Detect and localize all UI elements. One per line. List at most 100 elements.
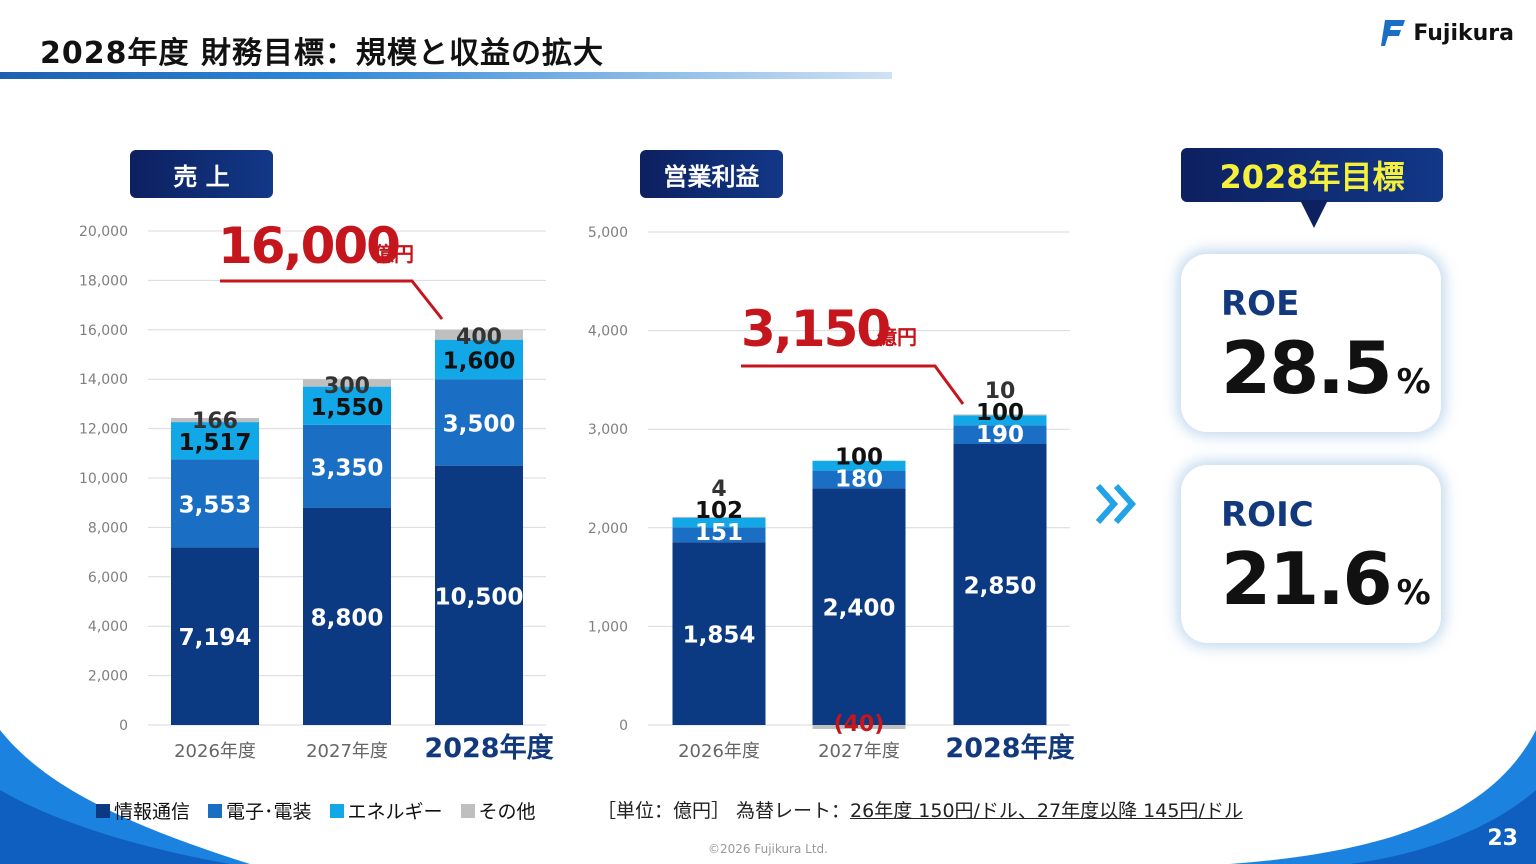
- double-chevron-right-icon: [1095, 484, 1137, 524]
- roic-label: ROIC: [1221, 495, 1314, 535]
- roe-label: ROE: [1221, 284, 1300, 324]
- page-number: 23: [1487, 826, 1518, 851]
- profit-panel-label: 営業利益: [640, 150, 783, 198]
- chart-legend: 情報通信 電子･電装 エネルギー その他: [96, 797, 536, 824]
- bar-segment: [812, 488, 906, 725]
- legend-label: 情報通信: [114, 801, 191, 823]
- legend-swatch: [460, 803, 475, 818]
- target-title-text: 2028年目標: [1219, 158, 1405, 196]
- data-label: 166: [192, 409, 238, 434]
- y-tick-label: 18,000: [79, 273, 128, 289]
- data-label: 300: [324, 374, 370, 399]
- data-label: 10,500: [435, 584, 524, 610]
- data-label: (40): [834, 712, 885, 737]
- bar-segment: [303, 507, 391, 725]
- profit-callout-line: [741, 364, 965, 405]
- y-tick-label: 0: [619, 718, 628, 734]
- legend-item: その他: [460, 797, 536, 824]
- data-label: 190: [976, 422, 1024, 448]
- data-label: 10: [985, 379, 1016, 404]
- bar-segment: [672, 517, 766, 528]
- data-label: 7,194: [179, 625, 252, 651]
- bar-segment: [812, 460, 906, 471]
- bar-segment: [953, 443, 1047, 725]
- y-tick-label: 2,000: [588, 521, 628, 537]
- bar-segment: [953, 414, 1047, 416]
- profit-highlight-unit: 億円: [877, 325, 917, 349]
- bar-segment: [953, 425, 1047, 444]
- roe-card: ROE 28.5%: [1181, 254, 1441, 432]
- exchange-rate-note: 26年度 150円/ドル、27年度以降 145円/ドル: [850, 800, 1243, 822]
- roic-value-wrap: 21.6%: [1221, 537, 1431, 621]
- roic-unit: %: [1396, 573, 1431, 613]
- legend-swatch: [329, 803, 344, 818]
- bar-segment: [435, 465, 523, 725]
- data-label: 3,350: [311, 455, 384, 481]
- bar-segment: [171, 459, 259, 548]
- data-label: 2,850: [964, 573, 1037, 599]
- bar-segment: [303, 386, 391, 425]
- profit-highlight-callout: 3,150 億円: [741, 300, 965, 405]
- data-label: 180: [835, 466, 883, 492]
- x-tick-label: 2026年度: [174, 741, 256, 762]
- target-title-pointer: [1300, 200, 1328, 228]
- y-tick-label: 14,000: [79, 372, 128, 388]
- y-tick-label: 20,000: [79, 224, 128, 240]
- title-underline: [0, 72, 892, 79]
- company-logo: Fujikura: [1381, 18, 1514, 48]
- data-label: 1,550: [311, 395, 384, 421]
- legend-label: エネルギー: [347, 801, 443, 823]
- fujikura-logo-icon: [1381, 20, 1406, 46]
- bar-segment: [953, 415, 1047, 426]
- bar-segment: [672, 542, 766, 725]
- y-tick-label: 6,000: [88, 570, 128, 586]
- x-tick-label: 2028年度: [945, 732, 1074, 764]
- target-panel-title: 2028年目標: [1181, 148, 1443, 202]
- bar-segment: [435, 329, 523, 340]
- sales-panel-label: 売 上: [130, 150, 273, 198]
- y-tick-label: 16,000: [79, 323, 128, 339]
- data-label: 151: [695, 520, 743, 546]
- bar-segment: [303, 379, 391, 387]
- bar-segment: [435, 339, 523, 380]
- unit-note-prefix: ［単位：億円］ 為替レート：: [597, 800, 851, 822]
- data-label: 102: [695, 498, 743, 524]
- data-label: 4: [711, 477, 726, 502]
- roe-unit: %: [1396, 362, 1431, 402]
- y-tick-label: 4,000: [88, 619, 128, 635]
- x-tick-label: 2028年度: [424, 732, 553, 764]
- data-label: 3,553: [179, 492, 252, 518]
- data-label: 100: [976, 400, 1024, 426]
- y-tick-label: 1,000: [588, 619, 628, 635]
- data-label: 400: [456, 325, 502, 350]
- y-tick-label: 5,000: [588, 225, 628, 241]
- legend-swatch: [96, 803, 110, 818]
- y-tick-label: 12,000: [79, 422, 128, 438]
- page-title: 2028年度 財務目標：規模と収益の拡大: [40, 36, 604, 71]
- copyright: ©2026 Fujikura Ltd.: [708, 842, 828, 856]
- roic-card: ROIC 21.6%: [1181, 465, 1441, 643]
- data-label: 8,800: [311, 605, 384, 631]
- legend-swatch: [208, 803, 223, 818]
- legend-label: その他: [478, 801, 536, 823]
- legend-item: 電子･電装: [208, 797, 312, 824]
- roic-value: 21.6: [1221, 537, 1393, 621]
- data-label: 3,500: [443, 411, 516, 437]
- sales-highlight-unit: 億円: [374, 242, 414, 266]
- data-label: 1,517: [179, 430, 252, 456]
- data-label: 100: [835, 444, 883, 470]
- x-tick-label: 2027年度: [818, 741, 900, 762]
- unit-note: ［単位：億円］ 為替レート：26年度 150円/ドル、27年度以降 145円/ド…: [597, 796, 1243, 823]
- data-label: 2,400: [823, 596, 896, 622]
- legend-item: エネルギー: [329, 797, 443, 824]
- bar-segment: [303, 424, 391, 508]
- bar-segment: [672, 516, 766, 518]
- data-label: 1,600: [443, 348, 516, 374]
- y-tick-label: 8,000: [88, 520, 128, 536]
- y-tick-label: 10,000: [79, 471, 128, 487]
- legend-item: 情報通信: [96, 797, 190, 824]
- profit-highlight-value: 3,150: [741, 300, 889, 358]
- legend-label: 電子･電装: [226, 801, 312, 823]
- logo-text: Fujikura: [1413, 20, 1514, 46]
